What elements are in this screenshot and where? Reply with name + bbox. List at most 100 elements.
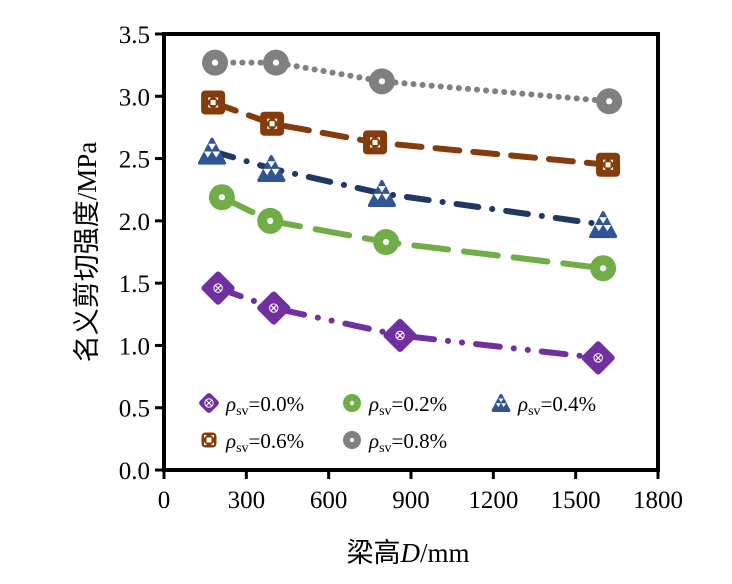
legend-value: =0.8%: [392, 429, 448, 453]
legend-symbol: ρ: [517, 392, 528, 416]
y-tick-label: 2.5: [119, 147, 150, 174]
legend-label-4: ρsv=0.8%: [368, 429, 447, 456]
legend-subscript: sv: [528, 404, 540, 419]
legend-subscript: sv: [236, 404, 248, 419]
marker-inner-triangle: [498, 398, 504, 403]
series-line-1: [218, 194, 607, 272]
x-axis-title-unit: /mm: [420, 538, 470, 568]
series-markers: [197, 49, 623, 375]
y-tick-label: 0.0: [119, 458, 150, 485]
data-point-series-0: [257, 291, 291, 325]
data-point-series-2: [589, 211, 618, 239]
marker-center-dot: [211, 59, 219, 66]
marker-corner: [211, 435, 214, 438]
ticks: 0.0 0.5 1.0 1.5 2.0 2.5 3.0 3.5 0 300 600 900 1200 15…: [119, 22, 683, 514]
data-point-series-0: [581, 341, 615, 375]
y-tick-label: 1.5: [119, 271, 150, 298]
marker-corner: [211, 442, 214, 445]
legend-subscript: sv: [379, 441, 391, 456]
data-point-series-1: [208, 184, 235, 211]
marker-center-square: [269, 121, 275, 127]
legend-subscript: sv: [236, 441, 248, 456]
data-point-series-4: [596, 88, 623, 115]
series-line-3: [210, 99, 612, 168]
marker-inner-triangle: [501, 403, 507, 408]
y-tick-label: 0.5: [119, 396, 150, 423]
y-tick-label: 3.0: [119, 84, 150, 111]
data-point-series-4: [202, 49, 229, 76]
triangle-marker-shape: [197, 137, 227, 165]
marker-inner-triangle: [212, 151, 221, 158]
series-lines: [209, 59, 613, 361]
x-axis-title-variable: D: [399, 538, 420, 568]
marker-inner-triangle: [373, 193, 382, 200]
x-axis-title: 梁高D/mm: [346, 538, 469, 568]
x-tick-label: 1800: [633, 487, 683, 514]
marker-ring: [269, 303, 279, 313]
marker-corner: [610, 159, 614, 163]
data-point-series-0: [383, 318, 417, 353]
marker-center-dot: [272, 59, 280, 66]
legend-label-3: ρsv=0.6%: [225, 429, 304, 456]
legend-symbol: ρ: [368, 429, 379, 453]
y-tick-label: 1.0: [119, 333, 150, 360]
x-tick-label: 600: [310, 487, 348, 514]
legend-value: =0.4%: [541, 392, 597, 416]
marker-center-square: [206, 437, 212, 443]
legend-symbol: ρ: [225, 429, 236, 453]
triangle-marker-shape: [589, 211, 618, 239]
marker-inner-triangle: [203, 151, 212, 158]
marker-corner: [603, 159, 607, 163]
marker-inner-triangle: [599, 217, 607, 224]
marker-center-dot: [599, 265, 607, 272]
marker-corner: [204, 435, 207, 438]
marker-inner-triangle: [271, 168, 280, 176]
legend: ρsv=0.0% ρsv=0.2% ρsv=0.4%ρsv=0.6% ρsv=0.8%: [199, 392, 596, 456]
data-point-series-1: [257, 207, 284, 234]
triangle-marker-shape: [257, 155, 286, 183]
marker-corner: [267, 125, 271, 129]
legend-label-2: ρsv=0.4%: [517, 392, 596, 419]
data-point-series-3: [260, 111, 285, 136]
marker-cross: [214, 284, 222, 292]
marker-center-dot: [382, 238, 390, 246]
y-tick-label: 3.5: [119, 22, 150, 49]
marker-inner-triangle: [495, 403, 501, 408]
marker-corner: [377, 137, 381, 141]
x-tick-label: 300: [228, 487, 266, 514]
legend-symbol: ρ: [225, 392, 236, 416]
data-point-series-3: [596, 152, 621, 177]
data-point-series-3: [201, 90, 226, 115]
legend-marker-4: [343, 431, 361, 449]
marker-cross: [270, 304, 278, 312]
legend-value: =0.0%: [249, 392, 305, 416]
marker-corner: [208, 104, 212, 108]
x-tick-label: 1500: [551, 487, 601, 514]
data-point-series-1: [373, 229, 400, 256]
marker-cross: [594, 354, 602, 362]
marker-center-square: [372, 139, 378, 145]
marker-corner: [603, 166, 607, 170]
y-axis-title: 名义剪切强度/MPa: [72, 142, 102, 363]
legend-label-0: ρsv=0.0%: [225, 392, 304, 419]
legend-marker-1: [343, 394, 361, 412]
marker-center-dot: [349, 437, 355, 443]
marker-corner: [215, 104, 219, 108]
marker-corner: [274, 118, 278, 122]
data-point-series-0: [201, 271, 235, 305]
marker-inner-triangle: [263, 168, 271, 176]
legend-label-1: ρsv=0.2%: [368, 392, 447, 419]
data-point-series-4: [368, 68, 395, 95]
marker-center-dot: [218, 194, 226, 201]
marker-corner: [370, 144, 374, 148]
data-point-series-3: [363, 130, 388, 155]
triangle-marker-shape: [367, 179, 397, 207]
legend-subscript: sv: [379, 404, 391, 419]
marker-corner: [208, 97, 212, 101]
y-tick-label: 2.0: [119, 209, 150, 236]
marker-inner-triangle: [595, 224, 603, 232]
marker-center-dot: [606, 98, 613, 105]
marker-ring: [204, 398, 214, 408]
x-tick-label: 0: [158, 487, 171, 514]
